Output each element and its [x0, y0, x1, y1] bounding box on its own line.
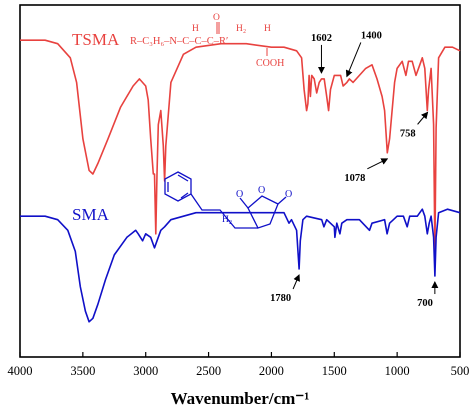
anhydride-o-ring: O — [258, 185, 265, 196]
x-tick-label: 3500 — [70, 364, 95, 378]
anhydride-o-right: O — [285, 189, 292, 200]
anhydride-co-left — [239, 197, 249, 209]
x-tick-label: 2000 — [259, 364, 284, 378]
x-tick-label: 500 — [451, 364, 470, 378]
phenyl-double-bond-2 — [177, 174, 189, 182]
x-tick-label: 1000 — [385, 364, 410, 378]
annotation-label: 758 — [400, 128, 416, 139]
anhydride-ring — [247, 195, 279, 229]
series-line-sma — [20, 208, 461, 323]
annotation-label: 1078 — [344, 173, 365, 184]
phenyl-ring — [164, 171, 192, 202]
sma-methylene-h2: H₂ — [222, 215, 232, 225]
anhydride-co-right — [277, 196, 287, 205]
phenyl-double-bond-3 — [180, 192, 189, 199]
x-axis-label: Wavenumber/cm⁻¹ — [171, 389, 310, 408]
annotation-arrow — [345, 42, 362, 78]
annotation-arrow — [292, 274, 300, 290]
x-tick-label: 2500 — [196, 364, 221, 378]
annotation-arrow — [367, 158, 389, 170]
sma-structure-formula: O O O H₂ — [164, 171, 292, 229]
tsma-cooh-label: COOH — [256, 58, 284, 69]
annotation-label: 1602 — [311, 33, 332, 44]
tsma-structure-formula: R–C₃H₆–N–C–C–C–R′ H O H₂ H COOH — [130, 13, 284, 69]
anhydride-o-left: O — [236, 189, 243, 200]
x-axis-ticks: 4000 3500 3000 2500 2000 1500 1000 500 — [8, 352, 470, 378]
annotation-label: 1400 — [361, 30, 382, 41]
x-tick-label: 1500 — [322, 364, 347, 378]
tsma-methine-h: H — [264, 24, 271, 34]
series-label-sma: SMA — [72, 205, 110, 224]
annotation-label: 700 — [417, 298, 433, 309]
plot-frame — [19, 4, 461, 358]
sma-backbone — [190, 193, 258, 229]
peak-annotations: 1602 1400 758 1078 1780 700 — [270, 30, 439, 309]
series-label-tsma: TSMA — [72, 30, 120, 49]
series-lines — [20, 39, 461, 323]
tsma-chain-formula: R–C₃H₆–N–C–C–C–R′ — [130, 36, 228, 47]
x-tick-label: 4000 — [8, 364, 33, 378]
x-tick-label: 3000 — [133, 364, 158, 378]
tsma-methylene-h2: H₂ — [236, 24, 246, 34]
annotation-label: 1780 — [270, 293, 291, 304]
tsma-amine-h: H — [192, 24, 199, 34]
series-line-tsma — [20, 39, 461, 253]
tsma-carbonyl-o: O — [213, 13, 220, 23]
annotation-arrow — [417, 111, 429, 125]
